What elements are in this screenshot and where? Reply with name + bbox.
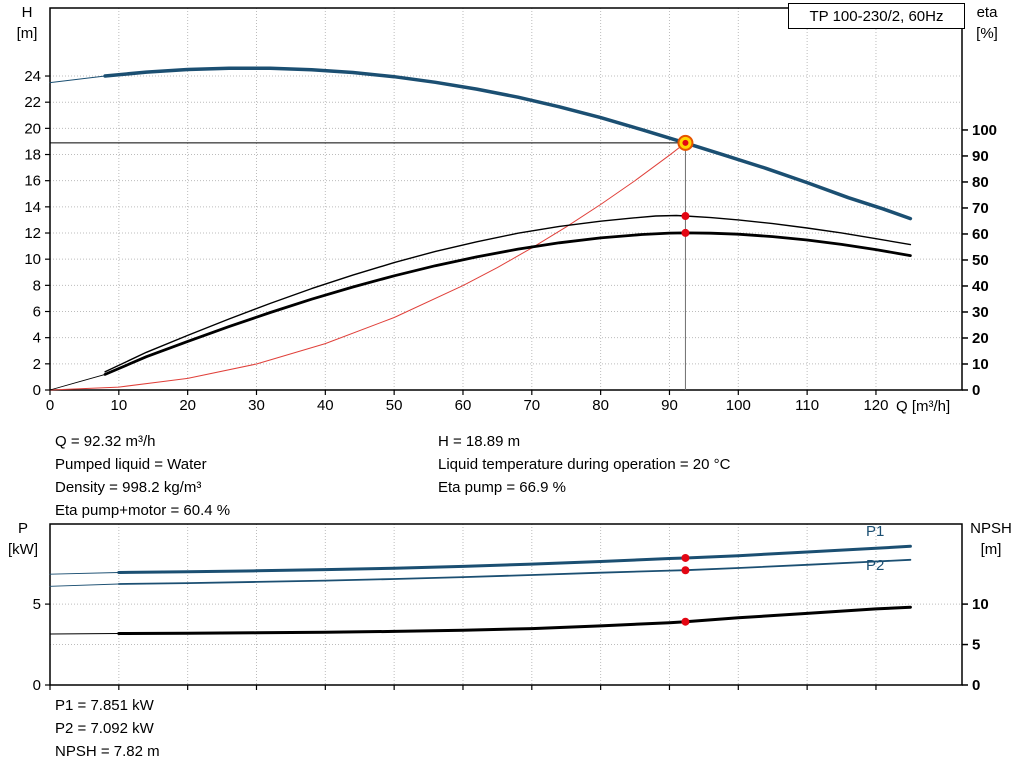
- eta-pump-motor-point-dot: [681, 228, 690, 237]
- x-tick-label: 50: [386, 397, 403, 414]
- system-curve-curve: [49, 142, 686, 391]
- info-p1: P1 = 7.851 kW: [55, 697, 154, 714]
- q-axis-label: Q [m³/h]: [896, 398, 951, 415]
- eta-pump-point-dot: [681, 212, 690, 221]
- p-axis-unit: [kW]: [8, 541, 38, 558]
- y-left-tick-label: 12: [24, 225, 41, 242]
- info-density: Density = 998.2 kg/m³: [55, 479, 202, 496]
- info-temperature: Liquid temperature during operation = 20…: [438, 456, 731, 473]
- x-tick-label: 90: [661, 397, 678, 414]
- h-axis-label: H [m]: [6, 2, 48, 44]
- h-axis-unit: [m]: [16, 25, 38, 42]
- p1-point-dot: [681, 553, 690, 562]
- x-tick-label: 110: [795, 397, 819, 414]
- p1-lead-curve: [49, 572, 120, 575]
- info-liquid: Pumped liquid = Water: [55, 456, 207, 473]
- info-p2: P2 = 7.092 kW: [55, 720, 154, 737]
- x-tick-label: 10: [110, 397, 127, 414]
- y-left-tick-label: 22: [24, 94, 41, 111]
- y-right-tick-label: 10: [972, 596, 989, 613]
- npsh-point-dot: [681, 617, 690, 626]
- y-left-tick-label: 5: [33, 596, 41, 613]
- eta-axis-unit: [%]: [976, 25, 998, 42]
- eta-pump-motor-curve: [103, 231, 912, 376]
- npsh-axis-name: NPSH: [970, 520, 1012, 537]
- y-right-tick-label: 60: [972, 226, 989, 243]
- y-right-tick-label: 30: [972, 304, 989, 321]
- p2-lead-curve: [49, 583, 120, 587]
- performance-ticks: 0246810121416182022240102030405060708090…: [24, 68, 997, 414]
- info-bottom: P1 = 7.851 kW P2 = 7.092 kW NPSH = 7.82 …: [55, 694, 160, 763]
- x-tick-label: 100: [726, 397, 751, 414]
- y-left-tick-label: 10: [24, 251, 41, 268]
- head-lead-curve: [49, 75, 106, 84]
- x-tick-label: 60: [455, 397, 472, 414]
- y-right-tick-label: 100: [972, 122, 997, 139]
- y-right-tick-label: 0: [972, 677, 980, 694]
- y-left-tick-label: 2: [33, 356, 41, 373]
- x-tick-label: 70: [523, 397, 540, 414]
- performance-gridlines: [50, 8, 962, 390]
- info-eta-pump: Eta pump = 66.9 %: [438, 479, 566, 496]
- x-tick-label: 80: [592, 397, 609, 414]
- power-npsh-ticks: 0 5 0 5 10: [33, 596, 989, 694]
- y-right-tick-label: 90: [972, 148, 989, 165]
- p1-curve-label: P1: [866, 523, 885, 540]
- y-right-tick-label: 10: [972, 356, 989, 373]
- x-tick-label: 40: [317, 397, 334, 414]
- p2-point-dot: [681, 566, 690, 575]
- p-axis-name: P: [17, 520, 28, 537]
- eta-lead-curve: [49, 373, 106, 391]
- y-right-tick-label: 0: [972, 382, 980, 399]
- y-left-tick-label: 24: [24, 68, 41, 85]
- npsh-axis-label: NPSH [m]: [960, 518, 1022, 560]
- y-left-tick-label: 18: [24, 147, 41, 164]
- y-left-tick-label: 0: [33, 382, 41, 399]
- y-left-tick-label: 0: [33, 677, 41, 694]
- y-left-tick-label: 6: [33, 304, 41, 321]
- y-right-tick-label: 50: [972, 252, 989, 269]
- x-tick-label: 0: [46, 397, 54, 414]
- p2-curve-label: P2: [866, 557, 885, 574]
- power-npsh-gridlines: [50, 524, 962, 685]
- info-top-right: H = 18.89 m Liquid temperature during op…: [438, 430, 730, 499]
- eta-pump-curve: [104, 214, 912, 373]
- x-tick-label: 30: [248, 397, 265, 414]
- y-right-tick-label: 5: [972, 637, 980, 654]
- info-eta-pump-motor: Eta pump+motor = 60.4 %: [55, 502, 231, 519]
- y-left-tick-label: 16: [24, 173, 41, 190]
- pump-title-box: TP 100-230/2, 60Hz: [788, 3, 965, 29]
- p1-curve: [117, 544, 912, 574]
- y-left-tick-label: 4: [33, 330, 41, 347]
- pump-title-text: TP 100-230/2, 60Hz: [809, 7, 944, 25]
- power-npsh-chart: 0 5 0 5 10: [33, 523, 989, 694]
- h-axis-name: H: [21, 4, 33, 21]
- p2-curve: [117, 558, 912, 585]
- info-npsh: NPSH = 7.82 m: [55, 743, 160, 760]
- x-tick-label: 120: [863, 397, 888, 414]
- npsh-lead-curve: [49, 633, 120, 635]
- duty-point-center: [682, 139, 689, 146]
- y-right-tick-label: 80: [972, 174, 989, 191]
- head-curve: [103, 66, 913, 221]
- y-left-tick-label: 14: [24, 199, 41, 216]
- info-q: Q = 92.32 m³/h: [55, 433, 156, 450]
- x-tick-label: 20: [179, 397, 196, 414]
- y-left-tick-label: 20: [24, 120, 41, 137]
- npsh-curve: [117, 605, 912, 635]
- npsh-axis-unit: [m]: [980, 541, 1002, 558]
- eta-axis-label: eta [%]: [964, 2, 1010, 44]
- y-left-tick-label: 8: [33, 277, 41, 294]
- performance-plot-frame: [49, 7, 963, 391]
- info-top-left: Q = 92.32 m³/h Pumped liquid = Water Den…: [55, 430, 230, 522]
- y-right-tick-label: 40: [972, 278, 989, 295]
- y-right-tick-label: 70: [972, 200, 989, 217]
- y-right-tick-label: 20: [972, 330, 989, 347]
- info-h: H = 18.89 m: [438, 433, 521, 450]
- eta-axis-name: eta: [976, 4, 998, 21]
- performance-chart: 0246810121416182022240102030405060708090…: [24, 7, 997, 414]
- p-axis-label: P [kW]: [0, 518, 46, 560]
